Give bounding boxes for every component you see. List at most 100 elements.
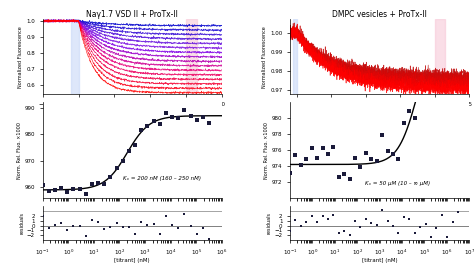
Point [181, 107, 188, 112]
Point [313, 219, 321, 224]
Point [168, 114, 176, 119]
Point [199, 115, 207, 119]
Point [400, 121, 408, 125]
Point [389, 224, 397, 228]
Point [384, 149, 392, 153]
Point [88, 217, 96, 222]
Point [335, 175, 343, 179]
Point [351, 219, 359, 224]
Point [119, 159, 127, 163]
Point [144, 123, 151, 128]
Point [107, 175, 114, 179]
Point [395, 157, 402, 161]
Point [51, 187, 59, 192]
Point [94, 181, 102, 185]
Point [395, 230, 402, 235]
Point [335, 231, 343, 235]
Point [94, 220, 102, 224]
Point [362, 151, 370, 155]
Point [367, 221, 375, 225]
Point [181, 211, 188, 216]
Point [297, 163, 305, 167]
Point [427, 69, 435, 74]
Point [378, 208, 386, 212]
Point [324, 152, 332, 156]
Point [308, 214, 316, 218]
Point [45, 226, 53, 230]
Point [64, 228, 71, 232]
Point [438, 213, 446, 217]
Point [150, 222, 157, 226]
Y-axis label: residuals: residuals [266, 212, 272, 234]
Point [346, 177, 354, 182]
Point [340, 172, 348, 176]
Y-axis label: Normalized Fluorescence: Normalized Fluorescence [18, 26, 24, 88]
Point [346, 232, 354, 237]
Point [76, 223, 83, 228]
Point [329, 213, 337, 217]
Point [51, 223, 59, 227]
Point [438, 15, 446, 19]
Point [357, 165, 365, 169]
Point [168, 222, 176, 227]
Point [137, 220, 145, 224]
Point [319, 213, 326, 218]
Title: Naγ1.7 VSD II + ProTx-II: Naγ1.7 VSD II + ProTx-II [86, 10, 178, 18]
Point [433, 225, 440, 230]
Point [297, 224, 305, 228]
Point [357, 225, 365, 230]
Point [373, 222, 381, 227]
Point [443, 47, 451, 51]
Point [422, 62, 429, 66]
Bar [186, 19, 197, 94]
Point [324, 217, 332, 221]
Point [70, 187, 77, 192]
Point [308, 146, 316, 151]
Point [174, 225, 182, 230]
Point [384, 219, 392, 223]
Point [205, 237, 213, 241]
Point [131, 142, 139, 147]
Point [39, 213, 46, 218]
Point [82, 233, 90, 238]
Point [88, 182, 96, 186]
Point [292, 153, 299, 158]
Point [362, 217, 370, 221]
Y-axis label: Norm. Rel. Fluo. ×1000: Norm. Rel. Fluo. ×1000 [264, 122, 269, 179]
X-axis label: time (s): time (s) [369, 108, 390, 113]
Point [137, 128, 145, 132]
Point [400, 215, 408, 219]
Point [427, 235, 435, 240]
Point [162, 110, 170, 115]
Point [156, 122, 164, 126]
Point [39, 182, 46, 187]
Point [302, 157, 310, 161]
Point [125, 148, 133, 153]
Point [411, 115, 419, 120]
Point [144, 222, 151, 227]
Title: DMPC vesicles + ProTx-II: DMPC vesicles + ProTx-II [332, 10, 427, 18]
Point [454, 0, 462, 5]
Point [422, 222, 429, 226]
Bar [435, 19, 445, 94]
Point [378, 133, 386, 137]
Point [131, 232, 139, 236]
Bar [293, 19, 297, 94]
Point [405, 216, 413, 221]
Point [187, 114, 194, 118]
Point [443, 235, 451, 240]
Point [454, 209, 462, 214]
Point [411, 231, 419, 236]
Point [107, 224, 114, 229]
Point [100, 181, 108, 186]
Point [416, 224, 424, 229]
Point [119, 225, 127, 229]
Point [125, 225, 133, 229]
Point [405, 109, 413, 113]
Point [150, 119, 157, 123]
X-axis label: [titrant] (nM): [titrant] (nM) [362, 258, 398, 264]
Point [113, 165, 120, 170]
Y-axis label: Norm. Rel. Fluo. ×1000: Norm. Rel. Fluo. ×1000 [17, 122, 22, 179]
Point [162, 214, 170, 218]
Point [45, 189, 53, 193]
